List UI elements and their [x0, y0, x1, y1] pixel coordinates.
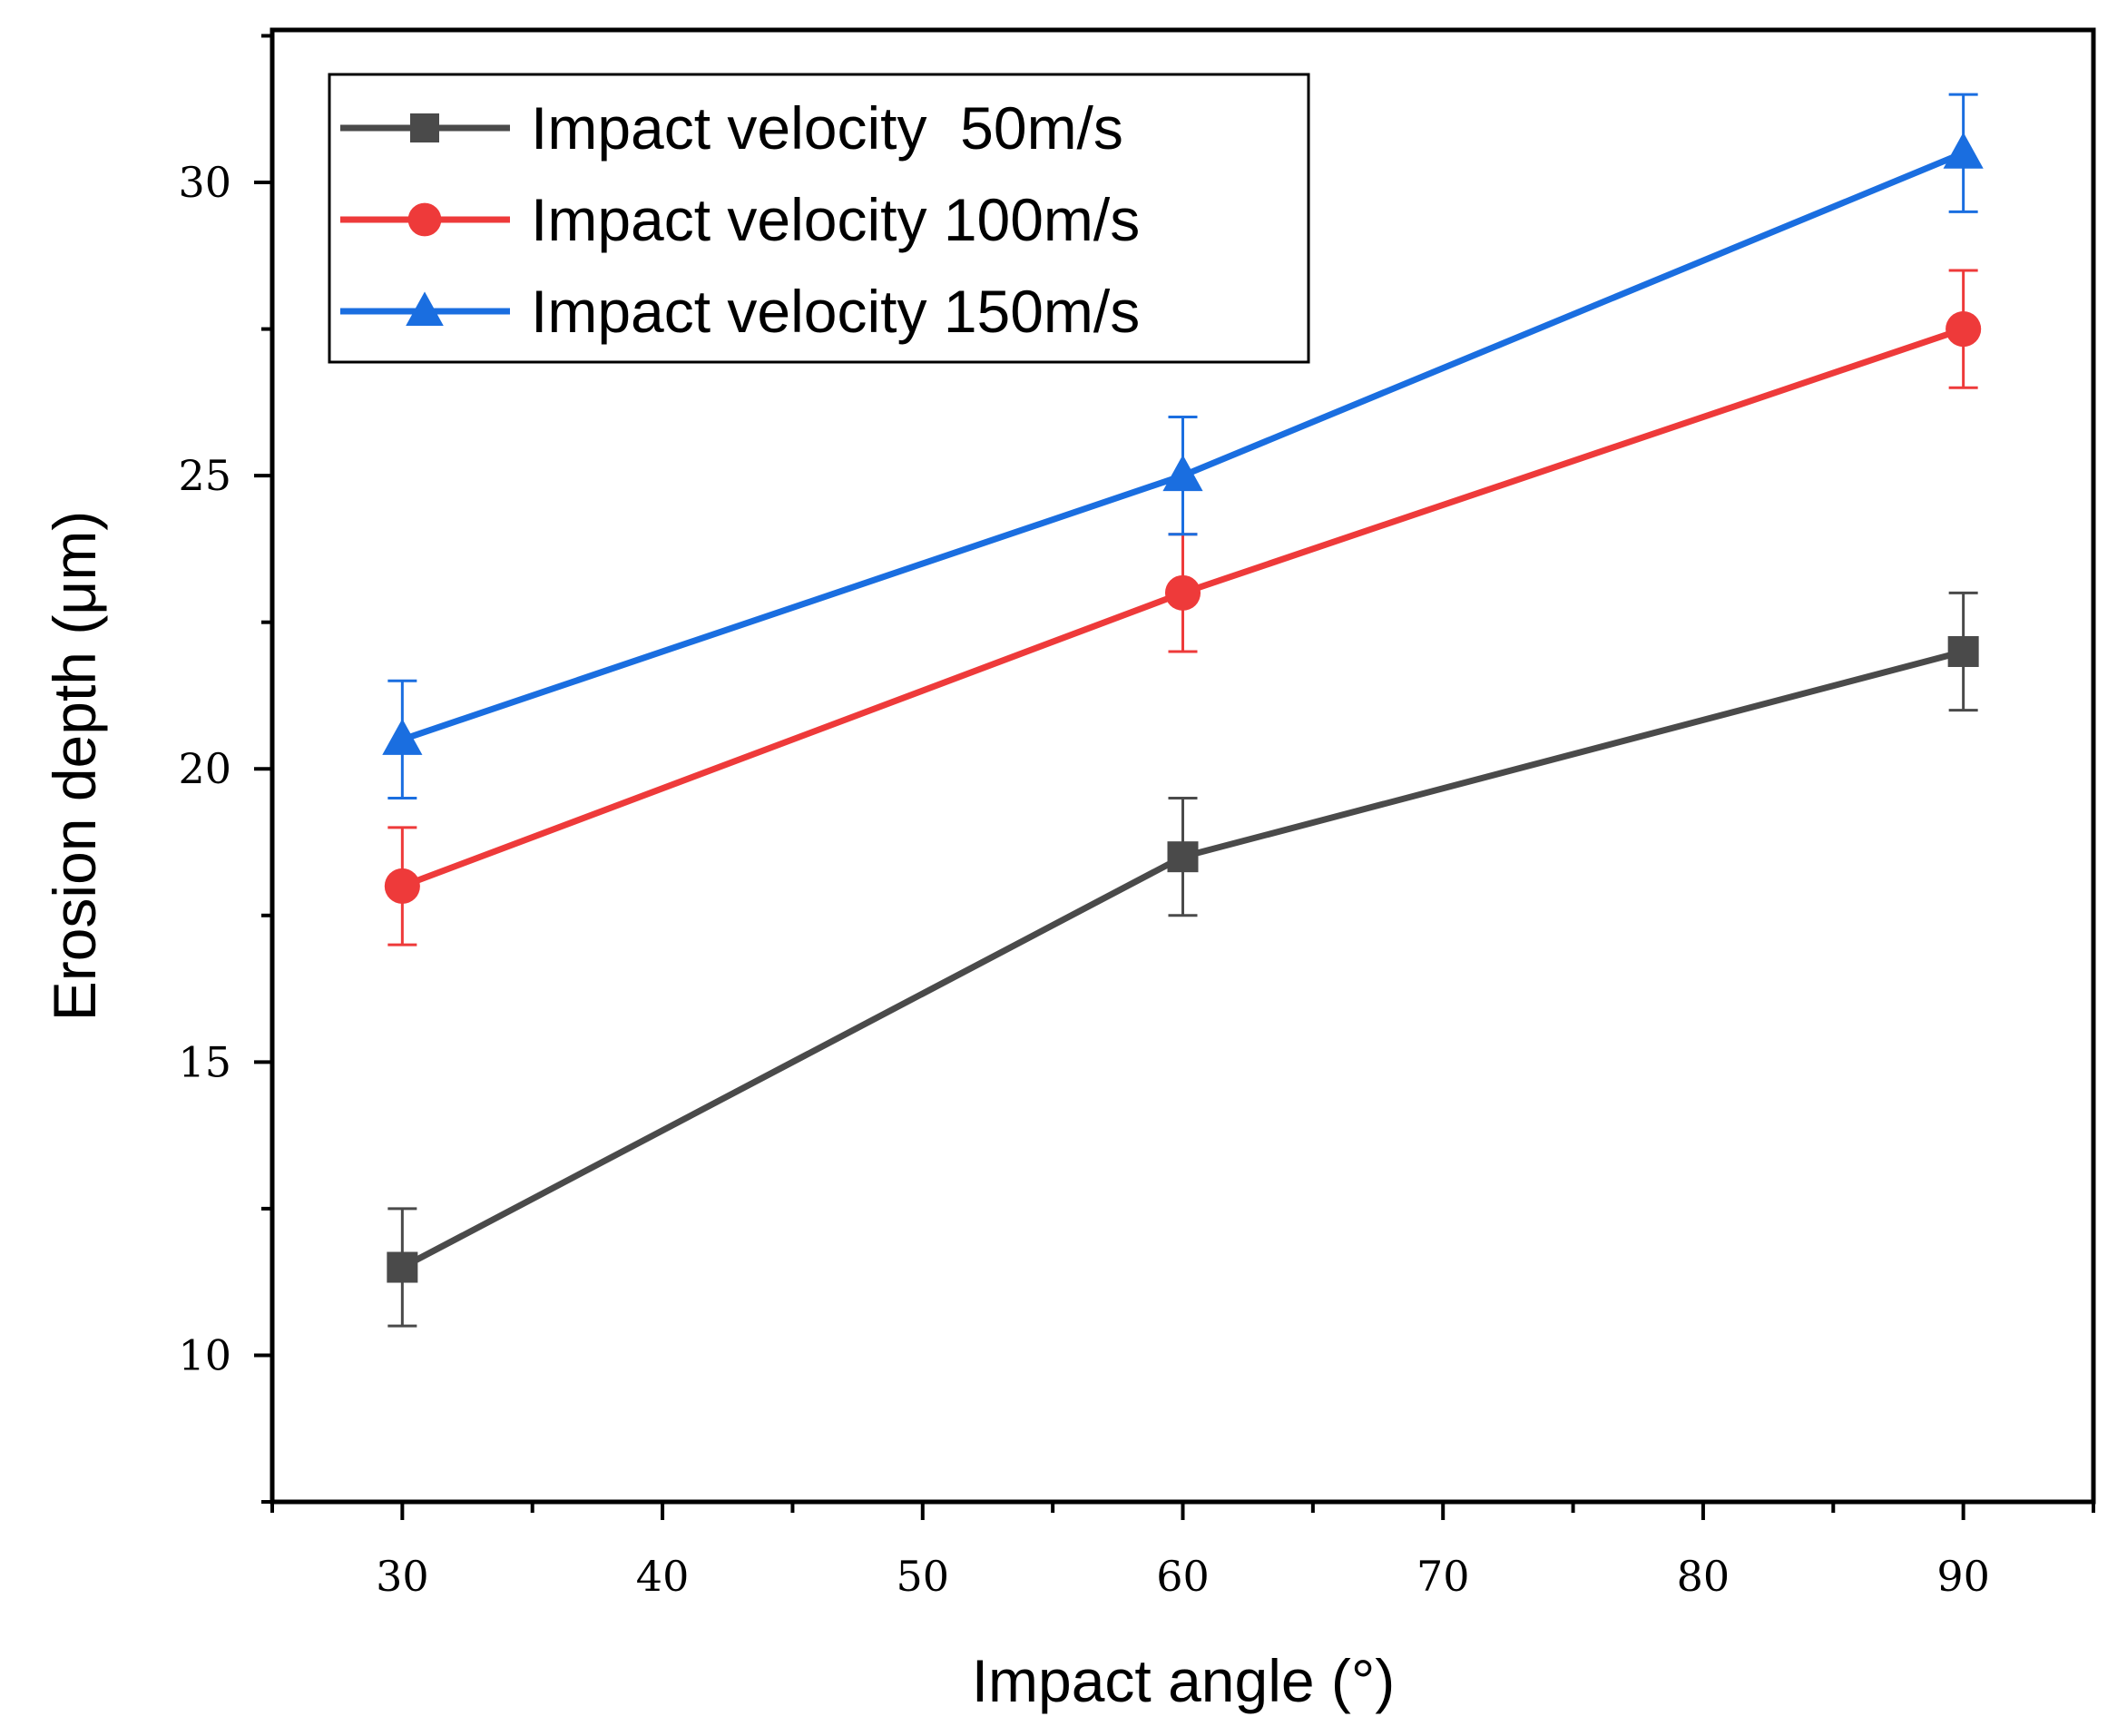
series-2 — [384, 269, 1982, 946]
y-tick-label: 25 — [178, 451, 231, 500]
x-tick-label: 60 — [1156, 1552, 1210, 1601]
triangle-marker — [406, 291, 444, 326]
y-tick-label: 30 — [178, 158, 231, 207]
square-marker — [410, 113, 439, 142]
series-1 — [387, 591, 1979, 1328]
x-tick-label: 90 — [1936, 1552, 1990, 1601]
circle-marker — [1946, 311, 1982, 348]
x-tick-label: 80 — [1677, 1552, 1730, 1601]
circle-marker — [407, 202, 442, 237]
x-tick-label: 50 — [897, 1552, 950, 1601]
circle-marker — [1164, 574, 1201, 611]
triangle-marker — [1943, 132, 1984, 169]
legend-label: Impact velocity 100m/s — [531, 186, 1140, 253]
triangle-marker — [1162, 455, 1203, 492]
y-tick-label: 15 — [178, 1037, 231, 1086]
x-tick-label: 70 — [1416, 1552, 1470, 1601]
square-marker — [1947, 635, 1979, 667]
legend-label: Impact velocity 50m/s — [531, 94, 1123, 162]
square-marker — [387, 1251, 418, 1283]
x-axis-label: Impact angle (°) — [972, 1647, 1396, 1714]
y-tick-label: 20 — [178, 744, 231, 793]
x-tick-label: 40 — [636, 1552, 690, 1601]
series-3 — [382, 93, 1984, 800]
y-axis-label: Erosion depth (μm) — [41, 511, 108, 1022]
square-marker — [1167, 841, 1199, 873]
series-line — [400, 648, 1965, 1270]
x-tick-label: 30 — [376, 1552, 429, 1601]
legend: Impact velocity 50m/s Impact velocity 100… — [328, 73, 1310, 364]
y-tick-label: 10 — [178, 1330, 231, 1379]
triangle-marker — [382, 718, 423, 755]
legend-label: Impact velocity 150m/s — [531, 278, 1140, 345]
circle-marker — [384, 868, 420, 905]
